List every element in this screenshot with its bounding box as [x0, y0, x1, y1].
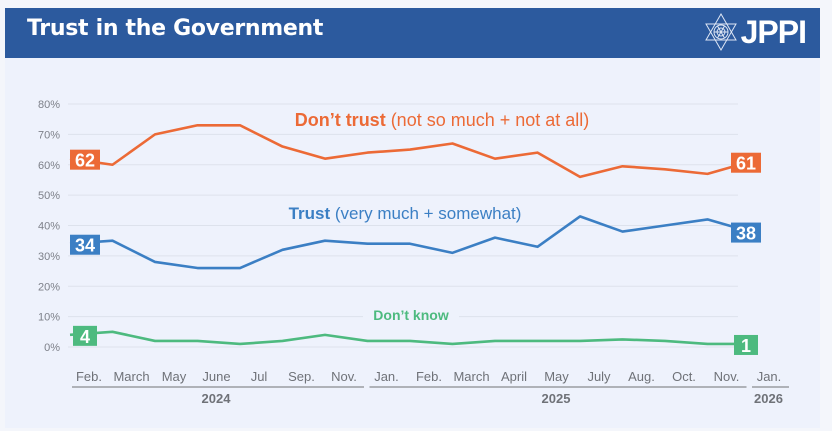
series-line-trust	[69, 215, 751, 270]
header-bar: Trust in the Government JPPI	[5, 8, 820, 58]
logo-text: JPPI	[740, 13, 807, 50]
x-tick-label: July	[587, 369, 611, 384]
legend-bold-label: Don’t trust	[295, 110, 386, 130]
y-tick-label: 40%	[38, 221, 60, 233]
start-badge-don-t-know: 4	[80, 327, 90, 347]
x-tick-label: Aug.	[628, 369, 655, 384]
x-tick-label: Jul	[251, 369, 268, 384]
end-badge-trust-box	[731, 222, 761, 243]
legend-bold-label: Trust	[289, 204, 331, 223]
x-axis: Feb. March May June Jul Sep. Nov. Jan. Feb. March…	[72, 369, 789, 406]
jppi-logo: JPPI	[703, 12, 807, 52]
end-badge-don-t-trust: 61	[736, 154, 756, 174]
page-title: Trust in the Government	[27, 16, 324, 41]
x-tick-label: Nov.	[331, 369, 357, 384]
start-badge-don-t-trust: 62	[75, 151, 95, 171]
y-tick-label: 20%	[38, 281, 60, 293]
x-tick-label: March	[113, 369, 149, 384]
y-tick-label: 80%	[38, 99, 60, 111]
legend-description: (very much + somewhat)	[330, 204, 521, 223]
y-tick-label: 0%	[44, 342, 60, 354]
x-tick-label: Nov.	[714, 369, 740, 384]
x-tick-label: June	[202, 369, 230, 384]
x-tick-label: May	[162, 369, 187, 384]
series-line-don-t-trust	[69, 123, 751, 179]
x-tick-label: Feb.	[416, 369, 442, 384]
end-badge-don-t-know-box	[734, 334, 758, 355]
legend-bold-label: Don’t know	[373, 307, 449, 323]
legend-don-t-trust: Don’t trust (not so much + not at all)	[295, 110, 590, 130]
grid-lines	[68, 103, 738, 348]
year-label: 2026	[754, 391, 783, 406]
year-label: 2025	[542, 391, 571, 406]
y-tick-label: 30%	[38, 251, 60, 263]
end-badge-trust: 38	[736, 224, 756, 244]
legend-background	[363, 305, 459, 324]
y-tick-label: 10%	[38, 312, 60, 324]
x-tick-label: April	[501, 369, 527, 384]
x-tick-label: Oct.	[672, 369, 696, 384]
year-label: 2024	[202, 391, 232, 406]
x-tick-label: Sep.	[288, 369, 315, 384]
x-tick-label: Feb.	[76, 369, 102, 384]
legend-don-t-know: Don’t know	[373, 307, 449, 323]
star-of-david-icon	[704, 12, 737, 52]
end-badge-don-t-trust-box	[731, 152, 761, 173]
x-tick-label: Jan.	[374, 369, 399, 384]
series-lines	[69, 123, 751, 346]
y-tick-label: 60%	[38, 160, 60, 172]
y-tick-label: 70%	[38, 129, 60, 141]
series-legends: Don’t trust (not so much + not at all) Tr…	[289, 110, 590, 324]
start-badge-trust-box	[70, 234, 100, 255]
x-tick-label: Jan.	[757, 369, 782, 384]
x-tick-label: March	[453, 369, 489, 384]
start-badge-don-t-trust-box	[70, 149, 100, 170]
end-badge-don-t-know: 1	[741, 336, 751, 356]
y-tick-label: 50%	[38, 190, 60, 202]
legend-description: (not so much + not at all)	[386, 110, 590, 130]
y-axis-ticks: 0% 10% 20% 30% 40% 50% 60% 70% 80%	[38, 99, 60, 354]
value-badges: 62 61 34 38 4 1	[70, 149, 761, 356]
series-line-don-t-know	[69, 330, 750, 346]
start-badge-trust: 34	[75, 236, 95, 256]
x-tick-label: May	[544, 369, 569, 384]
start-badge-don-t-know-box	[73, 325, 97, 346]
legend-trust: Trust (very much + somewhat)	[289, 204, 522, 223]
